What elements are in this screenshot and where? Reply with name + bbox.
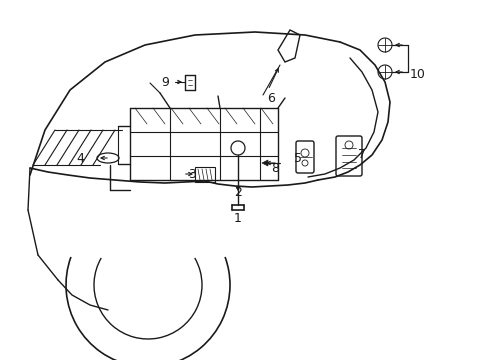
Text: 6: 6 bbox=[266, 91, 274, 104]
Polygon shape bbox=[262, 160, 267, 166]
Polygon shape bbox=[278, 30, 299, 62]
FancyBboxPatch shape bbox=[195, 167, 215, 182]
FancyBboxPatch shape bbox=[295, 141, 313, 173]
Text: 8: 8 bbox=[270, 162, 279, 175]
FancyBboxPatch shape bbox=[335, 136, 361, 176]
Text: 3: 3 bbox=[188, 168, 196, 181]
Ellipse shape bbox=[97, 153, 119, 163]
Text: 10: 10 bbox=[409, 68, 425, 81]
Text: 7: 7 bbox=[357, 148, 365, 162]
Text: 5: 5 bbox=[293, 152, 302, 165]
Text: 9: 9 bbox=[161, 76, 168, 89]
Text: 2: 2 bbox=[234, 185, 242, 198]
Text: 1: 1 bbox=[234, 211, 242, 225]
Text: 4: 4 bbox=[76, 152, 84, 165]
